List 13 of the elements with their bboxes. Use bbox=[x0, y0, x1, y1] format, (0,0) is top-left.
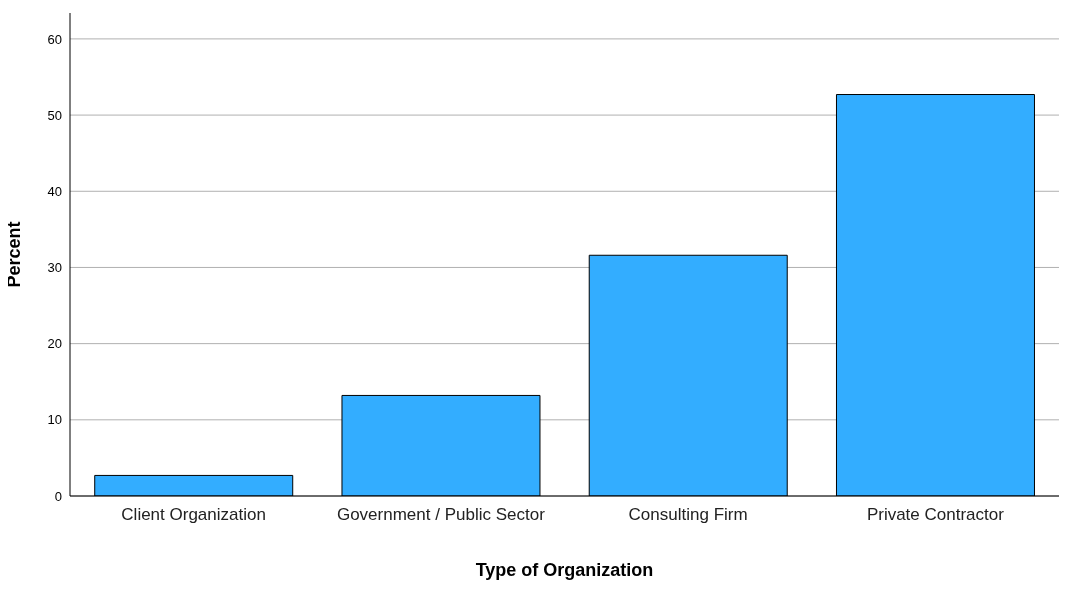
x-axis-title: Type of Organization bbox=[475, 560, 654, 580]
y-tick-label: 10 bbox=[47, 412, 62, 428]
y-tick-label: 40 bbox=[47, 183, 62, 199]
y-tick-label: 50 bbox=[47, 107, 62, 123]
x-tick-label: Government / Public Sector bbox=[336, 505, 546, 525]
y-tick-label: 20 bbox=[47, 336, 62, 352]
y-axis-title: Percent bbox=[4, 221, 25, 288]
x-tick-label: Private Contractor bbox=[866, 505, 1005, 525]
x-tick-label: Consulting Firm bbox=[628, 505, 748, 525]
y-tick-label: 0 bbox=[54, 488, 62, 504]
y-tick-label: 60 bbox=[47, 31, 62, 47]
y-tick-label: 30 bbox=[47, 260, 62, 276]
x-tick-label: Client Organization bbox=[121, 505, 266, 525]
